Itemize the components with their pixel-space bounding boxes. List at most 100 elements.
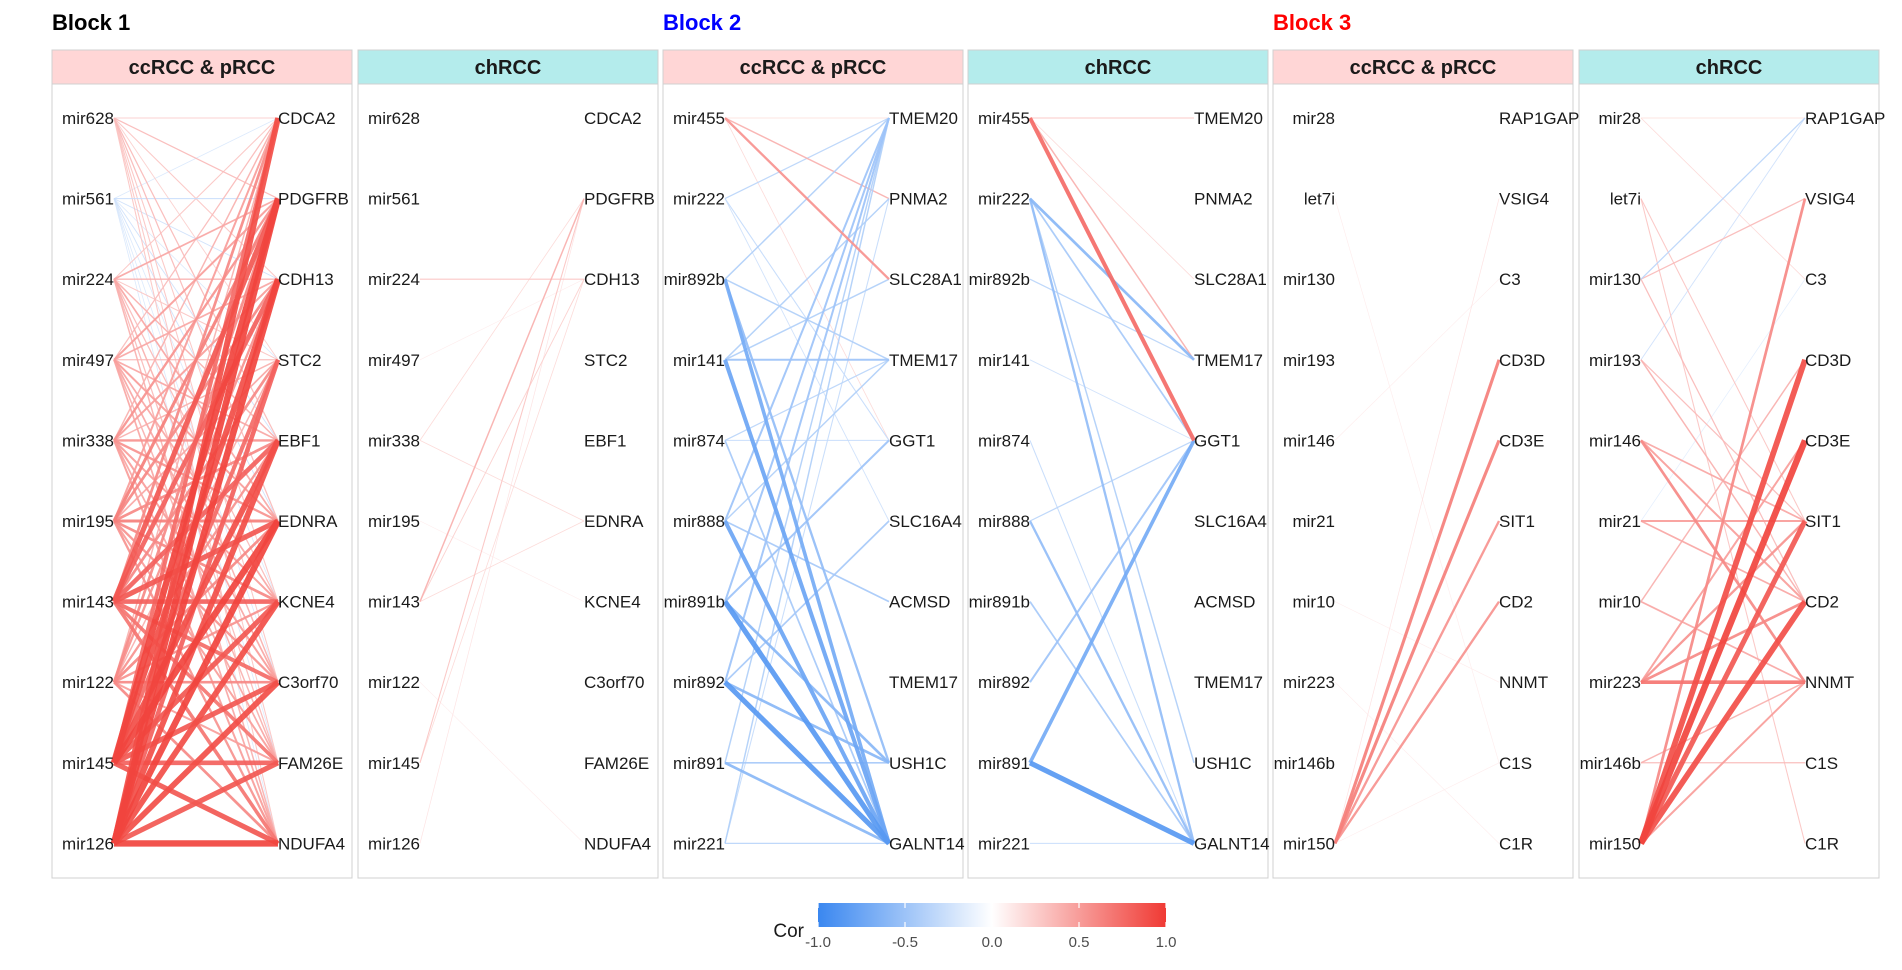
edge bbox=[1334, 762, 1500, 844]
legend-tick-label: -0.5 bbox=[892, 934, 918, 951]
gene-label: C1S bbox=[1805, 754, 1838, 773]
mirna-label: mir221 bbox=[978, 834, 1030, 853]
gene-label: GGT1 bbox=[889, 431, 935, 450]
gene-label: C1S bbox=[1499, 754, 1532, 773]
edge bbox=[723, 278, 891, 844]
gene-label: CDH13 bbox=[584, 270, 640, 289]
gene-label: CD3D bbox=[1499, 351, 1545, 370]
panel-frame bbox=[1272, 49, 1574, 879]
mirna-label: mir455 bbox=[673, 109, 725, 128]
mirna-label: mir150 bbox=[1589, 834, 1641, 853]
edge bbox=[1638, 519, 1808, 845]
gene-label: SLC16A4 bbox=[1194, 512, 1267, 531]
mirna-label: mir21 bbox=[1292, 512, 1335, 531]
legend-tick-label: 0.5 bbox=[1069, 934, 1090, 951]
block-title: Block 2 bbox=[663, 10, 741, 35]
mirna-label: mir891b bbox=[664, 593, 725, 612]
legend-title: Cor bbox=[773, 921, 804, 942]
gene-label: C1R bbox=[1499, 834, 1533, 853]
gene-label: SLC28A1 bbox=[1194, 270, 1267, 289]
strip-background bbox=[357, 49, 659, 85]
mirna-label: let7i bbox=[1610, 190, 1641, 209]
mirna-label: mir143 bbox=[62, 593, 114, 612]
mirna-label: mir150 bbox=[1283, 834, 1335, 853]
edge bbox=[1638, 599, 1808, 846]
gene-label: TMEM17 bbox=[1194, 673, 1263, 692]
gene-label: CD3D bbox=[1805, 351, 1851, 370]
edge bbox=[111, 519, 281, 845]
edge bbox=[724, 761, 890, 845]
edge bbox=[419, 520, 585, 602]
strip-background bbox=[967, 49, 1269, 85]
edges bbox=[1638, 117, 1808, 846]
mirna-label: mir122 bbox=[368, 673, 420, 692]
edge bbox=[1334, 198, 1500, 763]
edge bbox=[724, 117, 890, 683]
mirna-label: mir338 bbox=[62, 431, 114, 450]
strip-background bbox=[1272, 49, 1574, 85]
gene-label: CDCA2 bbox=[278, 109, 336, 128]
edge bbox=[419, 198, 585, 441]
strip-label: ccRCC & pRCC bbox=[740, 57, 887, 79]
strip-label: ccRCC & pRCC bbox=[129, 57, 276, 79]
edge bbox=[1639, 198, 1807, 844]
edge bbox=[723, 278, 891, 764]
mirna-label: mir224 bbox=[368, 270, 420, 289]
edge bbox=[1638, 358, 1808, 845]
mirna-label: mir146b bbox=[1274, 754, 1335, 773]
edge bbox=[111, 439, 281, 765]
edge bbox=[723, 520, 891, 845]
edge bbox=[1028, 439, 1196, 764]
edge bbox=[112, 197, 280, 522]
gene-label: PNMA2 bbox=[1194, 190, 1253, 209]
mirna-label: mir338 bbox=[368, 431, 420, 450]
mirna-label: mir126 bbox=[368, 834, 420, 853]
panel: chRCC mir28 let7i mir130 mir193 mir146 mir21 mi… bbox=[1578, 49, 1885, 879]
mirna-label: mir223 bbox=[1589, 673, 1641, 692]
mirna-label: mir892 bbox=[978, 673, 1030, 692]
gene-label: FAM26E bbox=[278, 754, 343, 773]
edge bbox=[1028, 117, 1196, 442]
mirna-label: mir628 bbox=[62, 109, 114, 128]
mirna-label: mir146 bbox=[1589, 431, 1641, 450]
gene-label: VSIG4 bbox=[1499, 190, 1549, 209]
edge bbox=[1334, 600, 1500, 845]
edge bbox=[1640, 198, 1806, 280]
edge bbox=[111, 197, 281, 603]
gene-label: TMEM20 bbox=[1194, 109, 1263, 128]
panel-frame bbox=[1578, 49, 1880, 879]
strip-label: chRCC bbox=[1696, 57, 1763, 79]
edge bbox=[419, 681, 585, 844]
edge bbox=[1029, 359, 1195, 441]
strip-background bbox=[662, 49, 964, 85]
mirna-label: mir193 bbox=[1283, 351, 1335, 370]
gene-label: CD3E bbox=[1499, 431, 1544, 450]
mirna-label: mir888 bbox=[673, 512, 725, 531]
edge bbox=[419, 198, 585, 602]
mirna-label: mir145 bbox=[62, 754, 114, 773]
mirna-label: mir561 bbox=[368, 190, 420, 209]
legend-tick-label: 1.0 bbox=[1156, 934, 1177, 951]
mirna-label: mir628 bbox=[368, 109, 420, 128]
legend: Cor-1.0 -0.5 0.0 0.5 1.0 bbox=[773, 903, 1176, 951]
panel: chRCC mir628 mir561 mir224 mir497 mir338 mir19… bbox=[357, 49, 659, 879]
edge bbox=[1334, 681, 1500, 844]
mirna-label: mir223 bbox=[1283, 673, 1335, 692]
gene-label: EBF1 bbox=[584, 431, 627, 450]
legend-tick-label: -1.0 bbox=[805, 934, 831, 951]
strip-background bbox=[1578, 49, 1880, 85]
panel: chRCC mir455 mir222 mir892b mir141 mir874 mir8… bbox=[967, 49, 1270, 879]
edge bbox=[1029, 198, 1195, 764]
edge bbox=[723, 680, 891, 846]
edge bbox=[111, 278, 281, 603]
edge bbox=[1333, 520, 1501, 844]
edge bbox=[1333, 439, 1501, 844]
mirna-label: mir874 bbox=[978, 431, 1030, 450]
mirna-label: mir130 bbox=[1283, 270, 1335, 289]
strip-label: chRCC bbox=[475, 57, 542, 79]
edge bbox=[113, 197, 279, 280]
gene-label: SIT1 bbox=[1805, 512, 1841, 531]
mirna-label: mir145 bbox=[368, 754, 420, 773]
gene-label: GALNT14 bbox=[1194, 834, 1270, 853]
